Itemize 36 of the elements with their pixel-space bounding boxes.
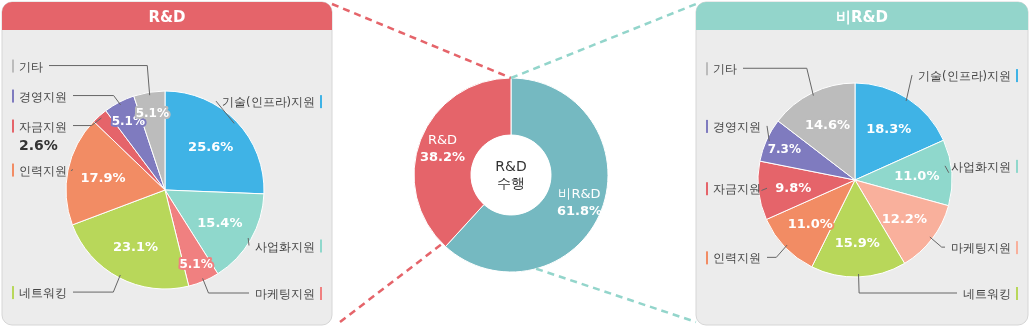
data-label: 11.0%	[894, 168, 940, 184]
data-label: 38.2%	[419, 149, 466, 165]
data-label: 15.4%	[197, 214, 243, 230]
chart-title: R&D	[148, 8, 186, 26]
text: R&D 수행	[495, 158, 527, 191]
data-label: 61.8%	[556, 202, 603, 218]
legend-label: 네트워킹	[19, 286, 67, 301]
legend-label: 기타	[713, 62, 737, 77]
data-label: 11.0%	[787, 215, 833, 231]
data-label: 9.8%	[775, 179, 812, 195]
data-label: 15.9%	[834, 235, 880, 251]
slice-label: 네트워킹	[963, 287, 1011, 301]
chart-title: 비R&D	[835, 8, 889, 26]
legend-label: 경영지원	[19, 89, 67, 104]
slice-label: R&D	[427, 132, 458, 148]
data-label: 2.6%	[19, 136, 58, 153]
data-label: 7.3%	[767, 141, 801, 156]
slice-label: 마케팅지원	[255, 287, 315, 301]
legend-label: 자금지원	[19, 119, 67, 134]
legend-label: 인력지원	[19, 163, 67, 178]
slice-label: 사업화지원	[951, 159, 1011, 174]
slice-label: 기술(인프라)지원	[918, 69, 1011, 84]
data-label: 17.9%	[80, 170, 126, 186]
slice-label: 마케팅지원	[951, 241, 1011, 256]
legend-label: 인력지원	[713, 251, 761, 266]
data-label: 12.2%	[881, 210, 927, 226]
slice-label: 사업화지원	[255, 239, 315, 254]
slice-label: 기술(인프라)지원	[222, 95, 315, 110]
data-label: 18.3%	[866, 120, 912, 136]
data-label: 14.6%	[804, 117, 851, 133]
slice-label: 비R&D	[558, 185, 601, 201]
legend-label: 자금지원	[713, 182, 761, 197]
data-label: 23.1%	[112, 239, 159, 255]
data-label: 25.6%	[188, 139, 234, 155]
legend-label: 경영지원	[713, 119, 761, 134]
legend-label: 기타	[19, 59, 43, 74]
